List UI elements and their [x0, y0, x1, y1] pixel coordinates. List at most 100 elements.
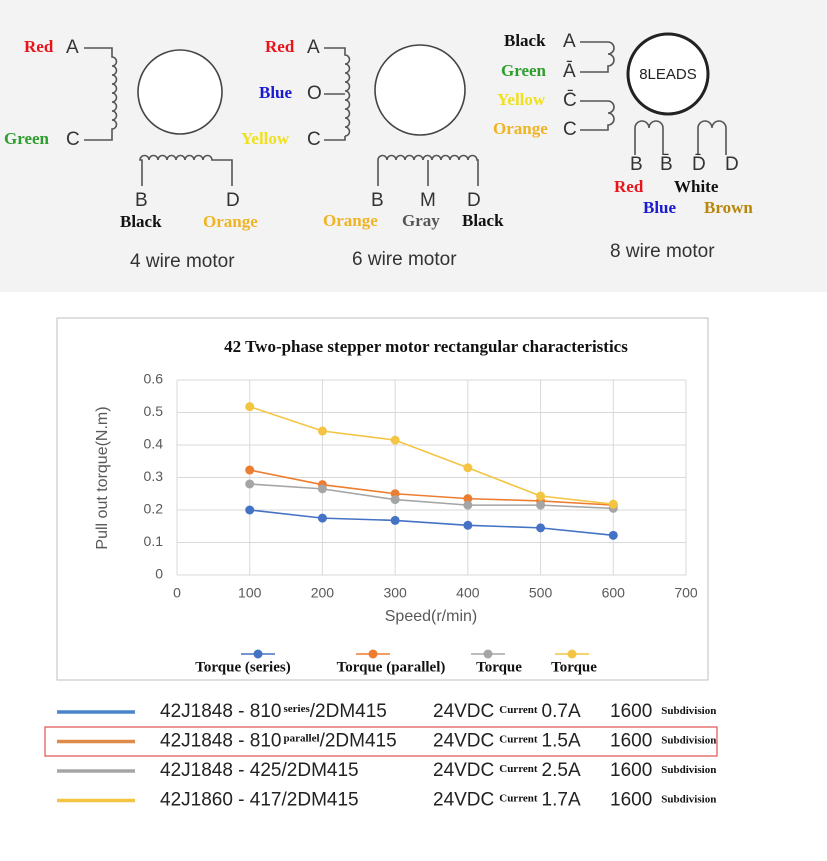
- terminal-label: C: [66, 129, 80, 150]
- terminal-label: D: [467, 190, 481, 211]
- wire-color-label: Red: [265, 37, 295, 56]
- terminal-label: Ā: [563, 61, 576, 82]
- legend-marker: [567, 649, 577, 659]
- wire-color-label: Blue: [643, 198, 677, 217]
- legend-label: Torque (parallel): [337, 659, 446, 675]
- driver: /2DM415: [310, 701, 387, 722]
- coil: [634, 120, 664, 155]
- legend-marker: [483, 649, 493, 659]
- legend-marker: [368, 649, 378, 659]
- wire-color-label: Green: [4, 129, 50, 148]
- terminal-label: D: [725, 154, 739, 175]
- wire-color-label: Green: [501, 61, 547, 80]
- coil: [324, 47, 351, 141]
- row-model: 42J1848 - 425/2DM415: [160, 760, 359, 781]
- steps-label: Subdivision: [661, 705, 716, 717]
- terminal-label: M: [420, 190, 436, 211]
- coil: [84, 47, 118, 141]
- chart-title: 42 Two-phase stepper motor rectangular c…: [224, 337, 628, 356]
- data-point: [608, 530, 618, 540]
- steps-label: Subdivision: [661, 764, 716, 776]
- series-line: [249, 405, 614, 505]
- wire-color-label: White: [674, 177, 719, 196]
- coil: [580, 41, 615, 73]
- series-line: [249, 509, 614, 537]
- terminal-label: C: [563, 119, 577, 140]
- terminal-label: B: [135, 190, 148, 211]
- data-point: [245, 505, 255, 515]
- y-tick-label: 0.5: [144, 403, 164, 419]
- legend-marker: [253, 649, 263, 659]
- row-spec: 24VDC Current 0.7A: [433, 701, 581, 722]
- row-model: 42J1848 - 810 series/2DM415: [160, 701, 387, 722]
- wire-color-label: Black: [120, 212, 162, 231]
- wire-color-label: Yellow: [241, 129, 290, 148]
- wire-color-label: Orange: [493, 119, 548, 138]
- data-point: [463, 494, 473, 504]
- data-point: [390, 515, 400, 525]
- x-tick-label: 500: [529, 585, 553, 601]
- legend-label: Torque: [551, 659, 597, 675]
- x-tick-label: 100: [238, 585, 262, 601]
- data-point: [463, 500, 473, 510]
- x-tick-label: 0: [173, 585, 181, 601]
- terminal-label: O: [307, 83, 322, 104]
- data-point: [463, 463, 473, 473]
- wire-color-label: Yellow: [497, 90, 546, 109]
- driver: /2DM415: [320, 731, 397, 752]
- row-model: 42J1860 - 417/2DM415: [160, 790, 359, 811]
- current: 1.5A: [542, 731, 581, 752]
- wire-color-label: Blue: [259, 83, 293, 102]
- data-point: [317, 484, 327, 494]
- data-point: [536, 500, 546, 510]
- terminal-label: A: [307, 37, 320, 58]
- driver: /2DM415: [282, 790, 359, 811]
- coil: [697, 120, 727, 155]
- data-point: [245, 465, 255, 475]
- row-spec: 24VDC Current 2.5A: [433, 760, 581, 781]
- wire-color-label: Gray: [402, 211, 440, 230]
- y-tick-label: 0: [155, 566, 163, 582]
- row-spec: 24VDC Current 1.7A: [433, 790, 581, 811]
- y-tick-label: 0.3: [144, 468, 164, 484]
- model: 42J1848 - 810: [160, 731, 282, 752]
- data-point: [390, 495, 400, 505]
- wire-color-label: Orange: [323, 211, 378, 230]
- data-point: [463, 520, 473, 530]
- terminal-label: D̄: [692, 154, 706, 175]
- x-tick-label: 700: [674, 585, 698, 601]
- data-point: [245, 402, 255, 412]
- terminal-label: C: [307, 129, 321, 150]
- wire-color-label: Red: [614, 177, 644, 196]
- motor-4: [137, 49, 223, 135]
- data-point: [608, 499, 618, 509]
- series-line: [249, 483, 614, 510]
- y-tick-label: 0.4: [144, 436, 164, 452]
- y-tick-label: 0.1: [144, 533, 164, 549]
- x-tick-label: 300: [383, 585, 407, 601]
- voltage: 24VDC: [433, 701, 494, 722]
- chart-frame: [56, 317, 709, 681]
- coil: [377, 154, 479, 186]
- mode: parallel: [284, 732, 320, 744]
- coil: [580, 100, 615, 131]
- highlight-box: [44, 726, 718, 757]
- current-label: Current: [499, 763, 538, 775]
- current-label: Current: [499, 704, 538, 716]
- steps: 1600: [610, 701, 652, 722]
- mode: series: [284, 703, 311, 715]
- legend-label: Torque: [476, 659, 522, 675]
- badge: 8LEADS: [639, 66, 697, 83]
- y-axis-label: Pull out torque(N.m): [94, 406, 111, 549]
- motor-8: [626, 32, 710, 116]
- current: 0.7A: [542, 701, 581, 722]
- row-spec: 24VDC Current 1.5A: [433, 731, 581, 752]
- x-tick-label: 400: [456, 585, 480, 601]
- y-tick-label: 0.6: [144, 371, 164, 387]
- model: 42J1860 - 417: [160, 790, 282, 811]
- data-point: [245, 479, 255, 489]
- x-axis-label: Speed(r/min): [385, 608, 477, 625]
- series-line: [249, 469, 614, 506]
- row-steps: 1600 Subdivision: [610, 790, 716, 811]
